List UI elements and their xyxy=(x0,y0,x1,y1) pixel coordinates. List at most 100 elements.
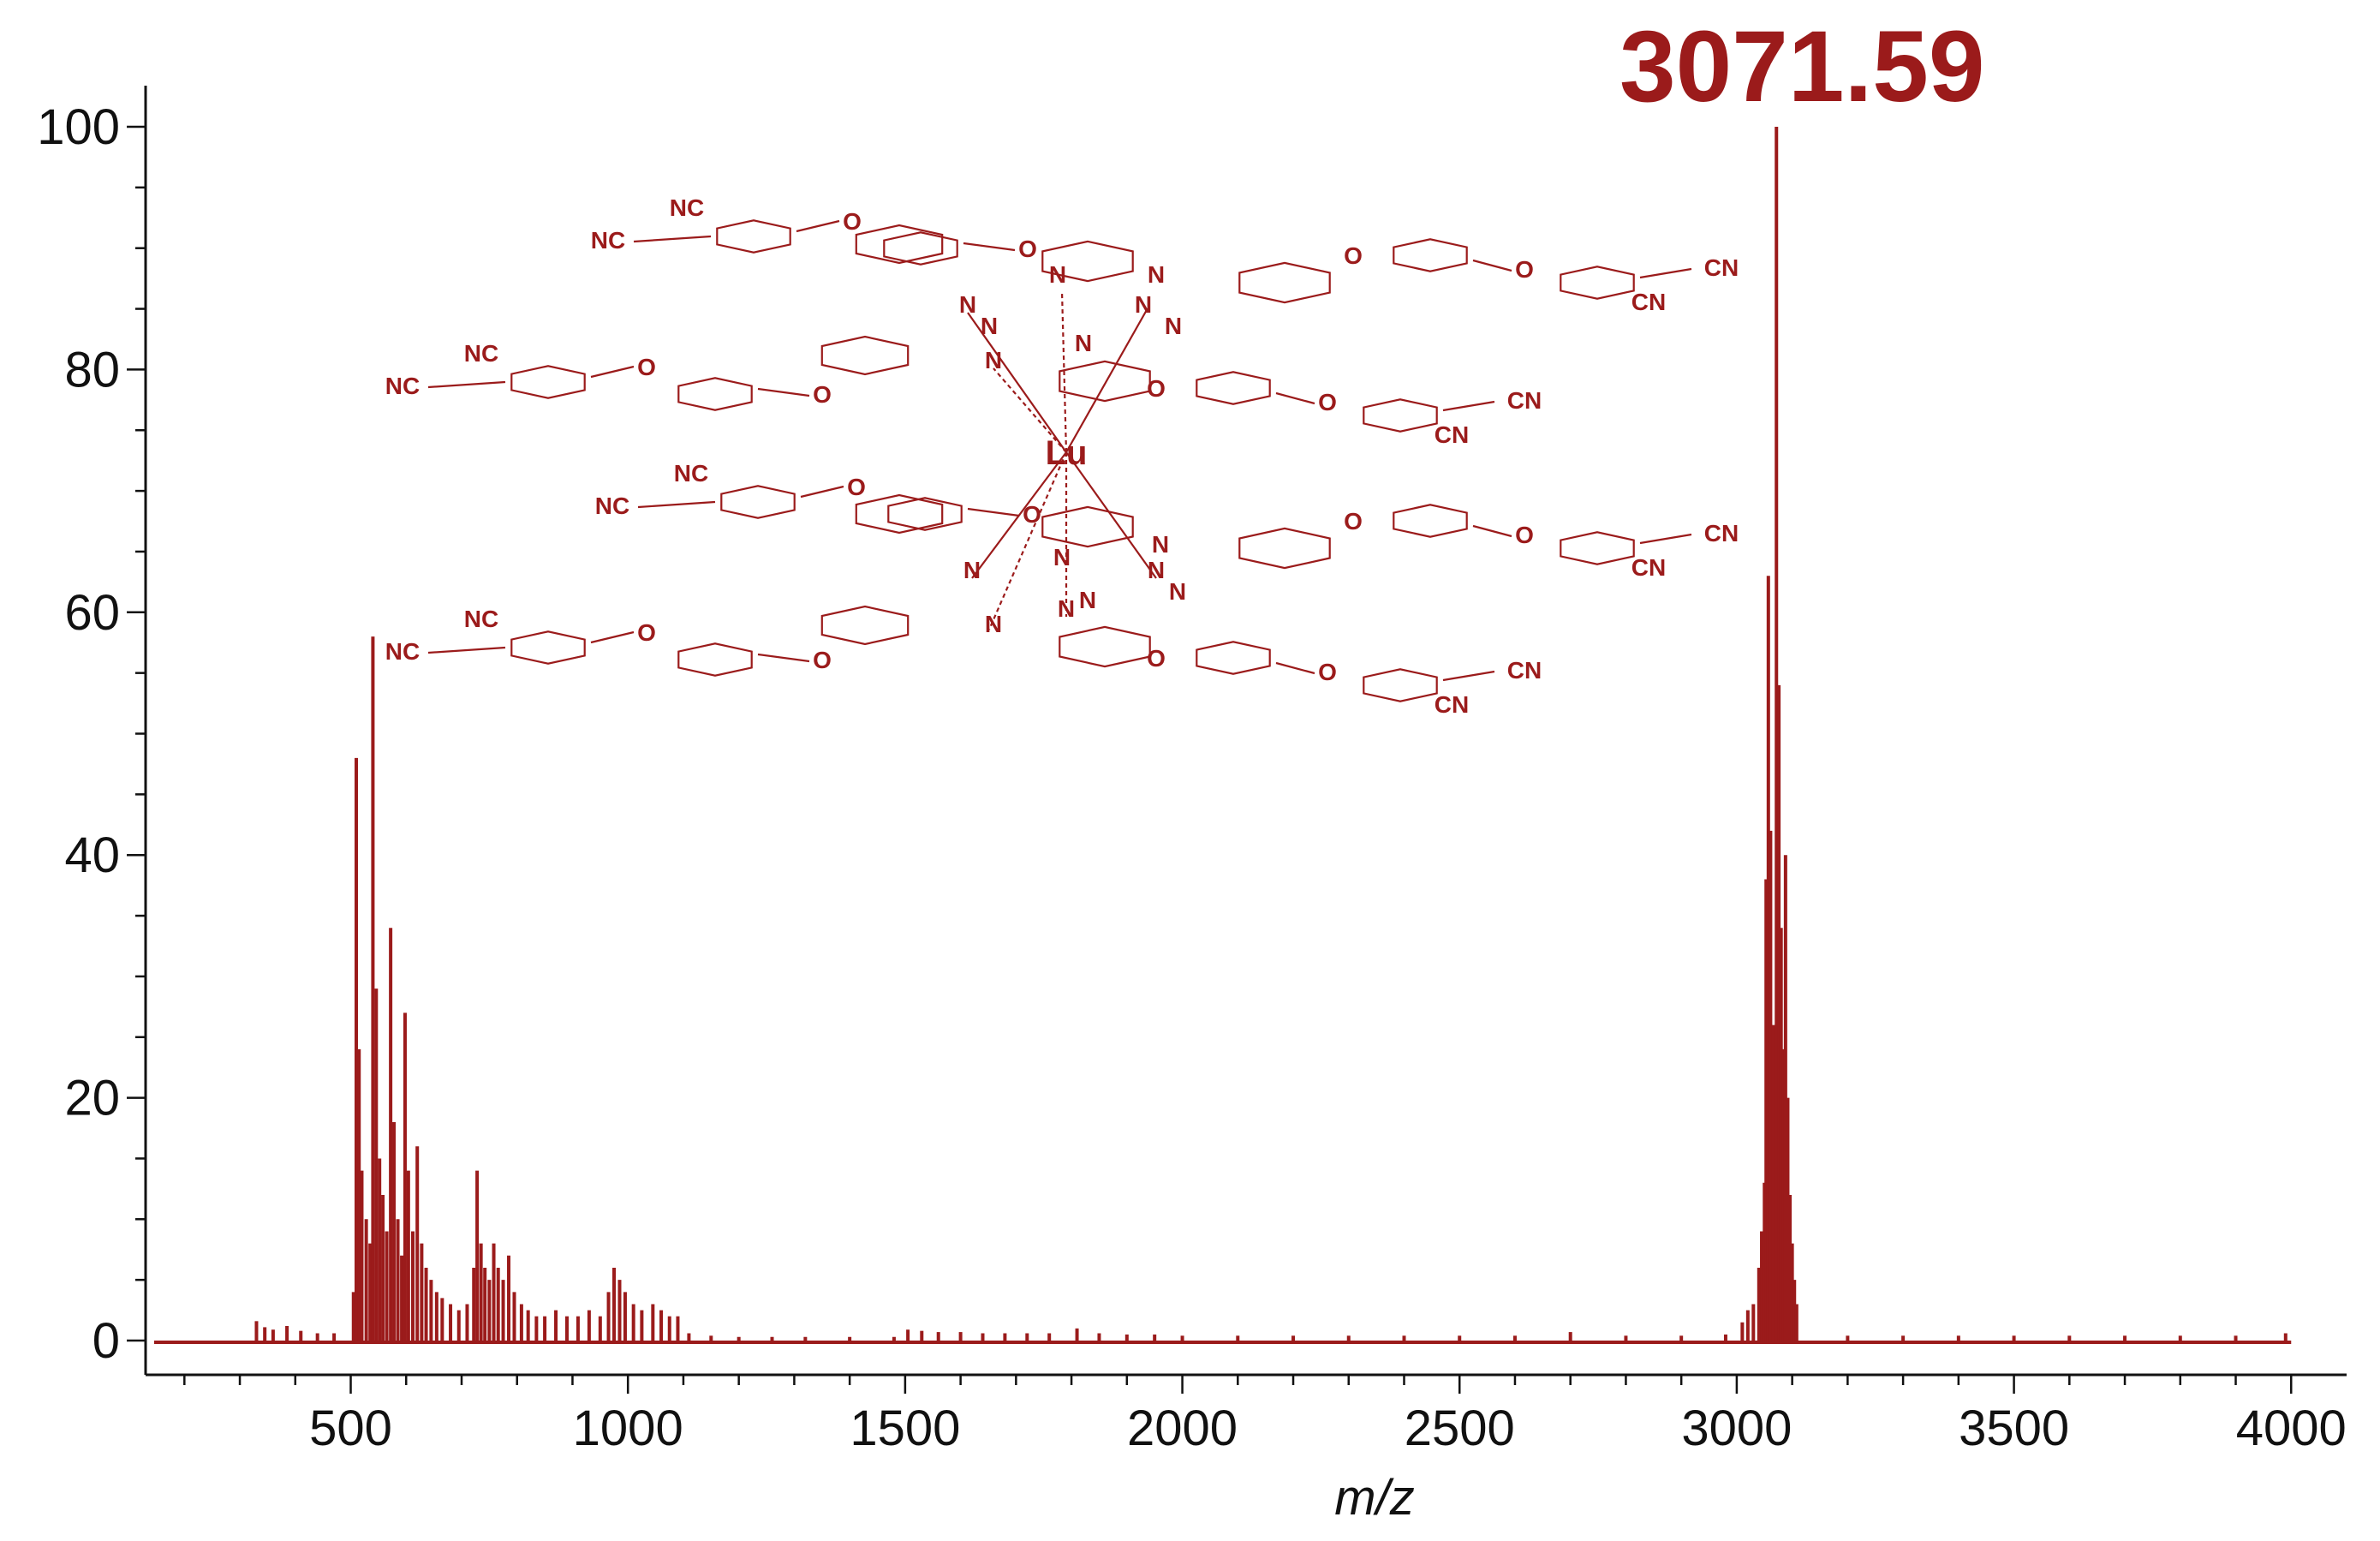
lutetium-label: Lu xyxy=(1046,434,1088,472)
x-tick-label: 1500 xyxy=(850,1401,960,1456)
benzene-ring xyxy=(1560,266,1635,300)
benzene-ring xyxy=(510,630,586,665)
oxygen-label: O xyxy=(1023,501,1041,528)
peak-annotation: 3071.59 xyxy=(1619,10,1985,123)
benzene-ring xyxy=(1196,641,1271,675)
oxygen-label: O xyxy=(637,354,656,380)
bond-line xyxy=(633,235,712,243)
benzene-ring xyxy=(1196,371,1271,405)
oxygen-label: O xyxy=(1018,236,1037,262)
nitrogen-label: N xyxy=(1148,557,1165,583)
benzene-ring xyxy=(1041,505,1134,548)
benzene-ring xyxy=(855,224,944,265)
benzene-ring xyxy=(1560,531,1635,565)
x-tick-label: 4000 xyxy=(2236,1401,2347,1456)
oxygen-label: O xyxy=(1147,645,1166,672)
nitrogen-label: N xyxy=(1165,313,1182,339)
x-tick-label: 3000 xyxy=(1681,1401,1792,1456)
y-tick-label: 0 xyxy=(92,1313,120,1369)
benzene-ring xyxy=(820,335,910,376)
benzene-ring xyxy=(1363,398,1438,433)
benzene-ring xyxy=(677,642,753,677)
oxygen-label: O xyxy=(813,647,832,673)
x-tick-label: 1000 xyxy=(573,1401,683,1456)
nitrogen-label: N xyxy=(985,347,1002,373)
oxygen-label: O xyxy=(1344,242,1363,269)
bond-line xyxy=(800,485,844,499)
bond-line xyxy=(1472,524,1512,538)
bond-line xyxy=(757,653,810,663)
nitrile-label: NC xyxy=(591,227,625,254)
x-tick-label: 2500 xyxy=(1405,1401,1515,1456)
bond-line xyxy=(963,242,1016,252)
nitrogen-label: N xyxy=(1152,531,1169,558)
bond-line xyxy=(967,507,1020,517)
benzene-ring xyxy=(1238,261,1331,304)
oxygen-label: O xyxy=(1344,508,1363,535)
nitrogen-label: N xyxy=(1135,291,1152,318)
benzene-ring xyxy=(1393,504,1468,538)
benzene-ring xyxy=(820,605,910,646)
nitrile-label: CN xyxy=(1631,289,1666,315)
bond-line xyxy=(590,365,635,379)
oxygen-label: O xyxy=(843,208,862,235)
bond-line xyxy=(427,646,506,654)
oxygen-label: O xyxy=(637,619,656,646)
y-tick-label: 100 xyxy=(37,99,120,155)
benzene-ring xyxy=(883,231,958,266)
nitrogen-label: N xyxy=(963,557,981,583)
x-tick-label: 500 xyxy=(309,1401,392,1456)
y-tick-label: 80 xyxy=(64,342,120,397)
y-tick-label: 40 xyxy=(64,827,120,883)
nitrile-label: CN xyxy=(1704,254,1739,281)
nitrogen-label: N xyxy=(1075,330,1092,356)
bond-line xyxy=(1639,533,1692,545)
bond-line xyxy=(590,630,635,644)
nitrile-label: NC xyxy=(385,638,420,665)
oxygen-label: O xyxy=(1147,375,1166,402)
benzene-ring xyxy=(1059,625,1151,668)
benzene-ring xyxy=(1393,238,1468,272)
oxygen-label: O xyxy=(1515,522,1534,548)
nitrogen-label: N xyxy=(1169,578,1186,605)
bond-line xyxy=(967,312,1067,453)
x-axis-title: m/z xyxy=(1334,1470,1414,1526)
bond-line xyxy=(1442,670,1495,682)
bond-line xyxy=(637,500,716,509)
nitrogen-label: N xyxy=(1079,587,1096,613)
bond-line xyxy=(993,367,1067,453)
benzene-ring xyxy=(1238,527,1331,570)
bond-line xyxy=(987,451,1068,630)
y-tick-label: 20 xyxy=(64,1071,120,1126)
benzene-ring xyxy=(677,377,753,411)
nitrogen-label: N xyxy=(981,313,998,339)
oxygen-label: O xyxy=(847,474,866,500)
benzene-ring xyxy=(855,493,944,535)
bond-line xyxy=(1065,308,1148,453)
bond-line xyxy=(1442,400,1495,412)
bond-line xyxy=(796,219,840,233)
oxygen-label: O xyxy=(1515,256,1534,283)
bond-line xyxy=(1060,290,1068,453)
nitrogen-label: N xyxy=(985,611,1002,637)
benzene-ring xyxy=(720,485,796,519)
x-tick-label: 2000 xyxy=(1127,1401,1238,1456)
nitrile-label: CN xyxy=(1704,520,1739,547)
oxygen-label: O xyxy=(1318,389,1337,415)
nitrile-label: NC xyxy=(670,194,704,221)
bond-line xyxy=(427,380,506,389)
benzene-ring xyxy=(1059,360,1151,403)
bond-line xyxy=(1639,267,1692,279)
x-tick-label: 3500 xyxy=(1959,1401,2069,1456)
nitrile-label: CN xyxy=(1631,554,1666,581)
nitrile-label: NC xyxy=(674,460,708,487)
spectrum-peaks xyxy=(154,127,2292,1344)
bond-line xyxy=(757,387,810,397)
nitrile-label: NC xyxy=(385,373,420,399)
nitrile-label: NC xyxy=(464,606,498,632)
nitrogen-label: N xyxy=(1148,261,1165,288)
bond-line xyxy=(1065,451,1157,579)
